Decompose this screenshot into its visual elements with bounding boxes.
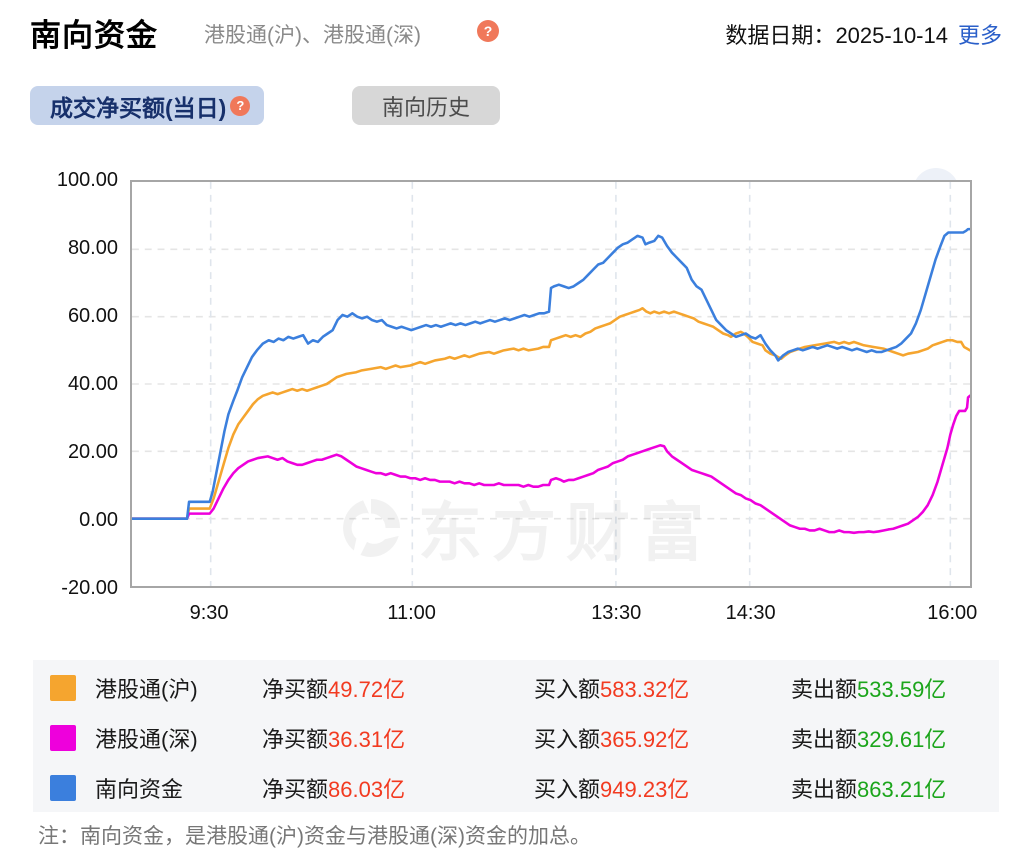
y-axis-tick-label: -20.00: [61, 577, 118, 599]
sell-cell: 卖出额863.21亿: [791, 772, 999, 804]
net-buy-cell: 净买额36.31亿: [262, 722, 534, 754]
tab-label: 南向历史: [382, 94, 471, 120]
y-axis-tick-label: 60.00: [67, 305, 118, 327]
legend-panel: 港股通(沪) 净买额49.72亿 买入额583.32亿 卖出额533.59亿 港…: [33, 660, 999, 812]
net-buy-value: 36.31亿: [328, 727, 406, 752]
legend-row: 南向资金 净买额86.03亿 买入额949.23亿 卖出额863.21亿: [33, 768, 999, 808]
page-title: 南向资金: [30, 18, 158, 53]
buy-label: 买入额: [534, 777, 601, 802]
y-axis-tick-label: 40.00: [67, 373, 118, 395]
tab-net-buy-today[interactable]: 成交净买额(当日) ?: [30, 86, 265, 125]
buy-value: 949.23亿: [600, 777, 690, 802]
date-value: 2025-10-14: [835, 23, 948, 48]
legend-row: 港股通(深) 净买额36.31亿 买入额365.92亿 卖出额329.61亿: [33, 718, 999, 758]
sell-value: 329.61亿: [857, 727, 947, 752]
y-axis-tick-label: 0.00: [79, 509, 118, 531]
legend-row: 港股通(沪) 净买额49.72亿 买入额583.32亿 卖出额533.59亿: [33, 668, 999, 708]
chart-area: 100.00 80.00 60.00 40.00 20.00 0.00 -20.00 9:3…: [0, 160, 1032, 640]
series-name: 港股通(深): [95, 727, 198, 752]
line-chart-plot[interactable]: [130, 180, 972, 588]
net-buy-cell: 净买额86.03亿: [262, 772, 534, 804]
x-axis-tick-label: 11:00: [387, 602, 436, 624]
sell-value: 863.21亿: [857, 777, 947, 802]
buy-cell: 买入额949.23亿: [534, 772, 791, 804]
help-icon[interactable]: ?: [230, 95, 251, 116]
sell-label: 卖出额: [791, 777, 858, 802]
x-axis-tick-label: 16:00: [927, 602, 978, 624]
y-axis-tick-label: 100.00: [56, 169, 118, 191]
series-name: 港股通(沪): [95, 677, 198, 702]
chart-svg: [132, 182, 970, 586]
buy-cell: 买入额365.92亿: [534, 722, 791, 754]
page-subtitle: 港股通(沪)、港股通(深): [204, 24, 421, 47]
tab-southbound-history[interactable]: 南向历史: [352, 86, 501, 125]
x-axis-tick-label: 14:30: [725, 602, 776, 624]
y-axis-tick-label: 80.00: [67, 237, 118, 259]
net-buy-label: 净买额: [262, 777, 329, 802]
tab-label: 成交净买额(当日): [50, 94, 227, 121]
net-buy-label: 净买额: [262, 677, 329, 702]
series-color-swatch: [50, 675, 76, 701]
sell-label: 卖出额: [791, 727, 858, 752]
more-link[interactable]: 更多: [957, 23, 1002, 48]
x-axis-tick-label: 9:30: [189, 602, 229, 624]
footnote: 注：南向资金，是港股通(沪)资金与港股通(深)资金的加总。: [38, 825, 591, 848]
buy-cell: 买入额583.32亿: [534, 672, 791, 704]
sell-label: 卖出额: [791, 677, 858, 702]
tab-bar: 成交净买额(当日) ? 南向历史: [0, 86, 1032, 214]
sell-value: 533.59亿: [857, 677, 947, 702]
buy-value: 583.32亿: [600, 677, 690, 702]
series-color-swatch: [50, 775, 76, 801]
date-label: 数据日期：: [725, 23, 836, 48]
net-buy-value: 49.72亿: [328, 677, 406, 702]
series-color-swatch: [50, 725, 76, 751]
buy-value: 365.92亿: [600, 727, 690, 752]
sell-cell: 卖出额329.61亿: [791, 722, 999, 754]
header: 南向资金 港股通(沪)、港股通(深) ? 数据日期：2025-10-14 更多: [0, 0, 1032, 56]
x-axis-tick-label: 13:30: [591, 602, 642, 624]
sell-cell: 卖出额533.59亿: [791, 672, 999, 704]
buy-label: 买入额: [534, 677, 601, 702]
buy-label: 买入额: [534, 727, 601, 752]
net-buy-value: 86.03亿: [328, 777, 406, 802]
net-buy-label: 净买额: [262, 727, 329, 752]
help-icon[interactable]: ?: [477, 20, 499, 42]
series-name: 南向资金: [95, 777, 184, 802]
net-buy-cell: 净买额49.72亿: [262, 672, 534, 704]
data-date: 数据日期：2025-10-14 更多: [725, 18, 1002, 50]
y-axis-tick-label: 20.00: [67, 441, 118, 463]
